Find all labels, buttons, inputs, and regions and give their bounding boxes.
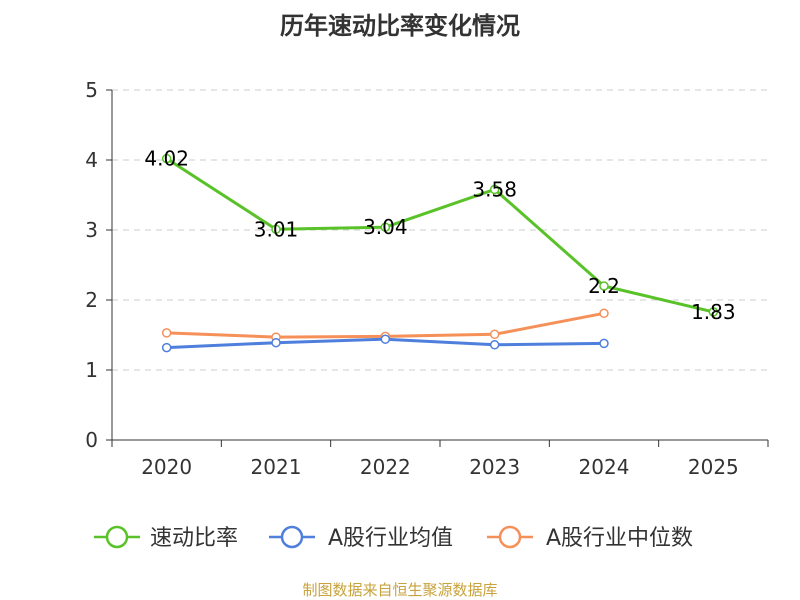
data-label: 2.2 [588, 274, 620, 298]
y-tick-label: 1 [85, 358, 98, 382]
y-tick-label: 2 [85, 288, 98, 312]
x-tick-label: 2024 [579, 455, 630, 479]
x-tick-label: 2022 [360, 455, 411, 479]
data-point [271, 337, 281, 348]
data-point [380, 222, 391, 232]
legend[interactable]: 速动比率 A股行业均值 A股行业中位数 [94, 525, 693, 551]
legend-marker [498, 525, 522, 549]
series-line-0 [165, 157, 714, 314]
x-tick-label: 2020 [141, 455, 192, 479]
y-tick-label: 3 [85, 218, 98, 242]
data-label: 4.02 [144, 147, 189, 171]
data-point [161, 342, 172, 353]
axes: 0 1 2 3 4 5 2020 2021 2022 2023 2024 2025 [85, 78, 769, 479]
data-point [489, 184, 500, 195]
y-tick-label: 0 [85, 428, 98, 452]
data-point [489, 329, 500, 340]
data-label: 3.04 [363, 215, 408, 239]
source-note: 制图数据来自恒生聚源数据库 [302, 581, 497, 599]
data-labels: 4.02 3.01 3.04 3.58 2.2 1.83 [144, 147, 735, 324]
y-tick-label: 5 [85, 78, 98, 102]
data-point [161, 328, 172, 338]
data-point [489, 340, 500, 350]
data-label: 1.83 [691, 300, 736, 324]
grid [112, 89, 768, 371]
x-tick-label: 2025 [688, 455, 739, 479]
legend-marker [280, 525, 304, 549]
series [161, 153, 719, 353]
data-point [708, 307, 719, 317]
data-point [271, 224, 281, 235]
legend-marker [105, 525, 129, 549]
data-label: 3.01 [254, 217, 299, 241]
y-tick-label: 4 [85, 148, 98, 172]
x-tick-label: 2023 [469, 455, 520, 479]
data-point [599, 338, 609, 349]
data-point [599, 308, 609, 319]
legend-label: 速动比率 [150, 526, 238, 551]
data-point [599, 281, 609, 291]
legend-label: A股行业中位数 [546, 526, 693, 551]
x-tick-label: 2021 [251, 455, 302, 479]
data-point [380, 334, 391, 344]
data-label: 3.58 [472, 177, 517, 201]
chart-title: 历年速动比率变化情况 [280, 12, 520, 40]
data-point [161, 153, 172, 164]
legend-label: A股行业均值 [328, 526, 453, 551]
